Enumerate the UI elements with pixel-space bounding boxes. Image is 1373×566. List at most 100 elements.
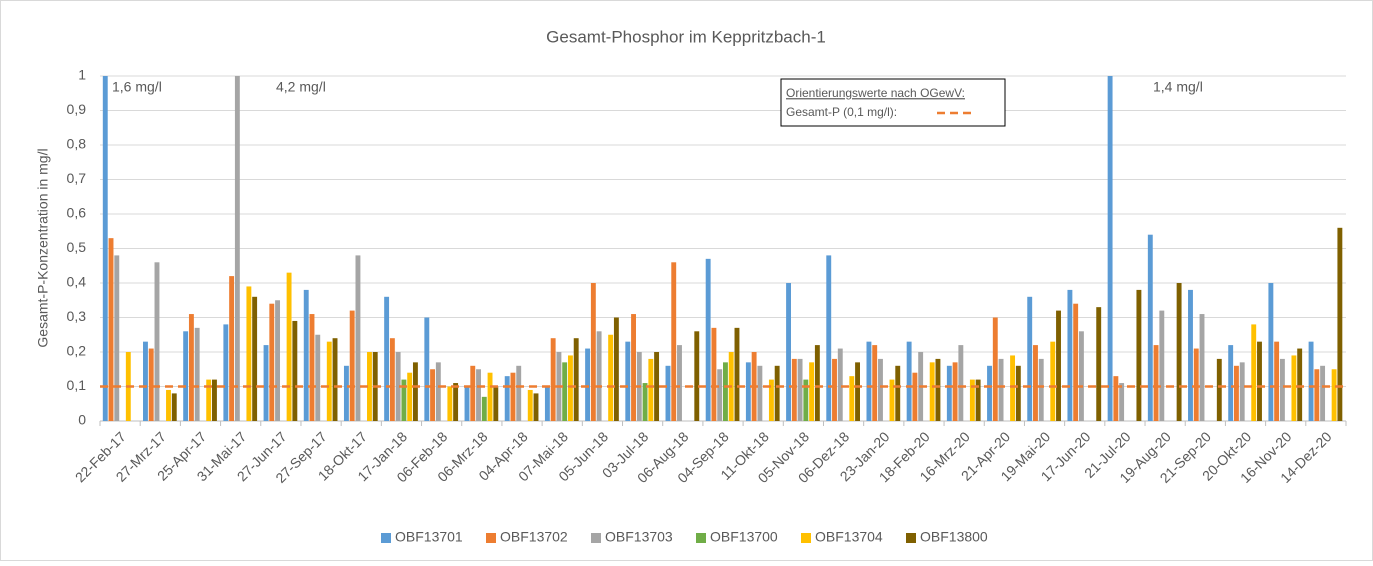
bar [269,303,275,421]
bar [401,379,407,421]
legend-label: OBF13700 [710,529,778,545]
bar [1257,341,1262,421]
bar [229,276,235,421]
bar [326,341,332,421]
bar [407,372,413,421]
bar [596,331,602,421]
bar [1113,376,1119,421]
bar [613,317,619,421]
bar [573,338,579,421]
legend-label: OBF13704 [815,529,883,545]
bar [504,376,510,421]
bar [1251,324,1257,421]
bar [550,338,556,421]
bar [832,358,837,421]
bar [1279,358,1285,421]
legend-swatch [906,533,916,543]
bar [1159,310,1165,421]
y-tick-label: 0,5 [67,239,87,255]
bar [1188,289,1193,421]
bar [1331,369,1337,421]
bar [1107,76,1113,421]
bar [430,369,436,421]
bar [803,379,809,421]
bar [745,362,751,421]
bar [171,393,177,421]
bar [527,389,533,421]
bar [223,324,229,421]
bar [1147,234,1153,421]
bar [166,389,171,421]
bar [343,365,349,421]
bar [809,362,815,421]
bar [590,283,596,421]
bar [969,379,975,421]
bar [837,348,843,421]
bar [384,296,390,421]
bar [665,365,671,421]
bar [102,76,108,421]
bar [654,352,660,421]
bar [1239,362,1245,421]
y-tick-label: 0,6 [67,205,87,221]
bar [975,379,981,421]
bar [389,338,395,421]
bar [1216,358,1222,421]
bar [1314,369,1320,421]
bar [912,372,918,421]
bar [1153,345,1159,421]
bar [303,289,309,421]
bar [395,352,401,421]
annotation: 1,6 mg/l [112,79,162,95]
bar [263,345,269,421]
bar [1297,348,1303,421]
bar [1176,283,1182,421]
bar [355,255,361,421]
y-tick-label: 0,2 [67,343,87,359]
y-axis-label: Gesamt-P-Konzentration in mg/l [35,148,51,347]
bar [694,331,700,421]
bar [476,369,481,421]
bar [786,283,792,421]
bar [734,327,740,421]
legend-swatch [486,533,496,543]
bar [1119,383,1125,421]
bar [1308,341,1314,421]
bar [711,327,717,421]
legend-label: OBF13703 [605,529,673,545]
bar [866,341,872,421]
bar [275,300,281,421]
bar [1078,331,1084,421]
bar [1010,355,1016,421]
bar [585,348,591,421]
bar [797,358,803,421]
bar [1096,307,1102,421]
bar [510,372,516,421]
bar [1228,345,1234,421]
y-tick-label: 0,8 [67,136,87,152]
bar [315,334,321,421]
bar [567,355,573,421]
bar [895,365,901,421]
reference-box [780,78,1006,127]
y-tick-label: 0,3 [67,308,87,324]
bar [1050,341,1056,421]
bar [188,314,194,421]
bar [1233,365,1239,421]
bar [1274,341,1280,421]
bar [194,327,200,421]
bar [717,369,723,421]
legend-label: OBF13702 [500,529,568,545]
bar [677,345,682,421]
bar [889,379,895,421]
bar [723,362,728,421]
y-tick-label: 1 [78,67,86,83]
bar [1320,365,1326,421]
annotation: 1,4 mg/l [1153,79,1203,95]
y-tick-label: 0,1 [67,377,87,393]
bar [774,365,780,421]
legend-swatch [801,533,811,543]
bar [544,386,550,421]
bar [631,314,636,421]
bar [246,286,252,421]
